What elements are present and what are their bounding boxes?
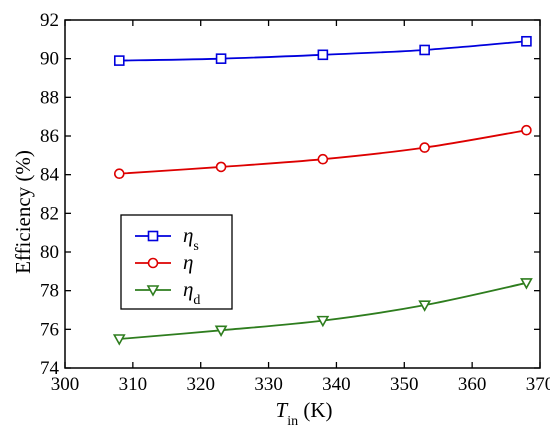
data-point bbox=[419, 142, 430, 153]
y-tick-label: 92 bbox=[40, 10, 59, 31]
legend-item: ηd bbox=[135, 277, 200, 308]
x-tick-label: 300 bbox=[51, 374, 80, 395]
y-tick-label: 78 bbox=[40, 281, 59, 302]
legend-label: ηs bbox=[183, 223, 199, 254]
legend-label-sub: d bbox=[193, 293, 200, 308]
legend-label: ηd bbox=[183, 277, 200, 308]
data-point bbox=[317, 49, 329, 61]
legend-label-main: η bbox=[183, 277, 193, 301]
data-point bbox=[316, 315, 330, 328]
y-tick-label: 80 bbox=[40, 242, 59, 263]
legend-label-main: η bbox=[183, 250, 193, 274]
y-tick-label: 90 bbox=[40, 49, 59, 70]
y-tick-label: 76 bbox=[40, 319, 59, 340]
data-point bbox=[521, 124, 532, 136]
x-tick-label: 330 bbox=[254, 374, 283, 395]
series-2 bbox=[112, 278, 533, 346]
x-tick-label: 310 bbox=[119, 374, 148, 395]
x-axis-title-sub: in bbox=[287, 414, 298, 429]
data-point bbox=[113, 168, 125, 179]
x-tick-label: 320 bbox=[186, 374, 215, 395]
data-point bbox=[521, 35, 532, 47]
data-point bbox=[215, 53, 227, 64]
data-point bbox=[214, 325, 228, 337]
x-tick-label: 350 bbox=[390, 374, 419, 395]
series-layer bbox=[112, 35, 533, 346]
data-point bbox=[215, 161, 227, 173]
series-1 bbox=[113, 124, 532, 179]
x-axis-title-unit: (K) bbox=[298, 398, 332, 422]
legend-marker bbox=[146, 285, 160, 297]
data-point bbox=[112, 334, 126, 346]
legend-item: η bbox=[135, 250, 193, 274]
y-tick-label: 84 bbox=[40, 165, 60, 186]
data-point bbox=[317, 153, 329, 165]
data-point bbox=[520, 278, 533, 290]
x-tick-label: 360 bbox=[458, 374, 487, 395]
series-line bbox=[119, 129, 527, 175]
legend-label-main: η bbox=[183, 223, 193, 247]
y-axis-title: Efficiency (%) bbox=[11, 150, 35, 274]
legend-label-sub: s bbox=[193, 239, 198, 254]
y-tick-label: 86 bbox=[40, 126, 59, 147]
axes-layer: 300 310 320 330 340 350 360 370 74 76 78 80 82 84 86 88… bbox=[40, 10, 550, 395]
data-point bbox=[418, 300, 432, 312]
legend-marker bbox=[147, 257, 159, 269]
y-tick-label: 88 bbox=[40, 87, 59, 108]
y-tick-label: 82 bbox=[40, 203, 59, 224]
data-point bbox=[113, 55, 125, 66]
data-point bbox=[419, 44, 430, 56]
x-tick-label: 340 bbox=[322, 374, 351, 395]
legend-label: η bbox=[183, 250, 193, 274]
legend-marker bbox=[147, 230, 159, 242]
series-0 bbox=[113, 35, 532, 66]
y-tick-label: 74 bbox=[40, 358, 60, 379]
legend-item: ηs bbox=[135, 223, 199, 254]
x-axis-title-main: T bbox=[276, 398, 289, 422]
x-axis-title: Tin (K) bbox=[276, 398, 333, 429]
legend-box bbox=[120, 214, 233, 310]
x-tick-label: 370 bbox=[526, 374, 550, 395]
plot-frame bbox=[64, 19, 541, 369]
